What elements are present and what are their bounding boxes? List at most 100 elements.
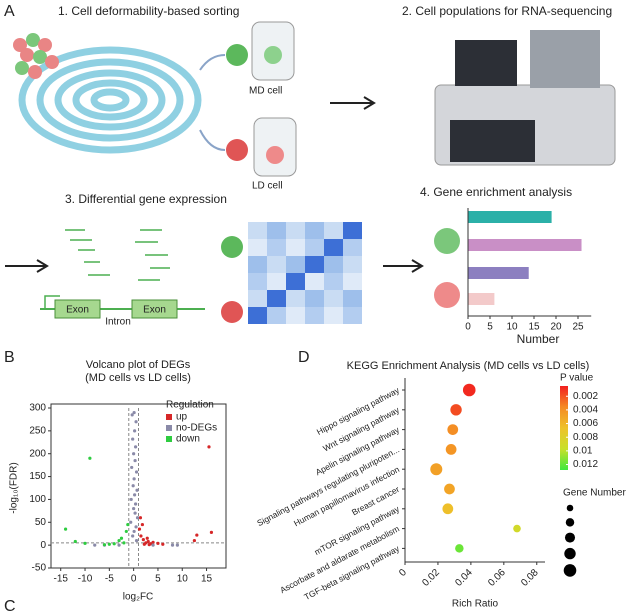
- heat-cell: [324, 273, 343, 290]
- x-tick-label: 25: [572, 322, 584, 333]
- point: [147, 543, 151, 547]
- point: [63, 527, 68, 531]
- md-cell-icon: [434, 228, 460, 254]
- point: [175, 543, 179, 547]
- color-tick-label: 0.01: [573, 446, 593, 457]
- point: [133, 429, 137, 433]
- point: [140, 522, 144, 527]
- heat-cell: [267, 256, 286, 273]
- x-tick-label: 0: [465, 322, 471, 333]
- point: [133, 502, 138, 506]
- point: [195, 533, 199, 537]
- y-tick-label: 50: [35, 517, 47, 528]
- point: [93, 543, 97, 547]
- exon-label: Exon: [143, 305, 166, 316]
- x-tick-label: 5: [487, 322, 493, 333]
- point: [126, 522, 130, 527]
- size-legend: [565, 518, 575, 527]
- intron-label: Intron: [105, 317, 131, 328]
- point: [73, 539, 77, 544]
- size-legend: [563, 564, 577, 577]
- point: [112, 542, 116, 546]
- bubble: [444, 483, 455, 495]
- point: [132, 477, 136, 481]
- point: [132, 506, 136, 511]
- point: [133, 493, 137, 497]
- legend-swatch: [166, 414, 172, 420]
- color-bar: [560, 386, 568, 470]
- heat-cell: [286, 256, 305, 273]
- tube-cell: [266, 146, 284, 164]
- point: [135, 488, 139, 492]
- point: [145, 536, 149, 540]
- ld-cell-icon: [226, 139, 248, 161]
- arrow: [383, 259, 424, 273]
- ld-cell-icon: [221, 301, 243, 323]
- point: [192, 538, 197, 543]
- md-cell-icon: [226, 44, 248, 66]
- x-axis-label: Number: [517, 332, 560, 346]
- bubble: [445, 444, 457, 455]
- md-cell-icon: [221, 236, 243, 258]
- point: [132, 410, 136, 415]
- heat-cell: [267, 290, 286, 307]
- point: [151, 540, 155, 545]
- size-legend: [564, 532, 576, 543]
- heat-cell: [286, 290, 305, 307]
- heat-cell: [324, 307, 343, 324]
- bubble: [447, 424, 459, 435]
- x-axis-label: Rich Ratio: [452, 599, 499, 610]
- color-tick-label: 0.008: [573, 432, 598, 443]
- point: [131, 534, 135, 538]
- point: [129, 520, 133, 524]
- cell-label: MD cell: [249, 86, 282, 97]
- bar: [468, 293, 495, 305]
- point: [83, 541, 87, 545]
- reads: [65, 229, 170, 281]
- point: [134, 538, 139, 543]
- point: [156, 541, 160, 545]
- point: [170, 543, 175, 547]
- point: [134, 525, 138, 529]
- point: [124, 529, 128, 534]
- size-legend: [566, 504, 574, 512]
- sequencer: [434, 30, 616, 166]
- x-tick-label: -5: [105, 574, 114, 585]
- x-tick-label: 10: [506, 322, 518, 333]
- point: [131, 437, 135, 441]
- legend-title: Regulation: [166, 400, 214, 411]
- y-tick-label: 150: [29, 471, 46, 482]
- cell-label: LD cell: [252, 181, 283, 192]
- x-tick-label: 0.06: [486, 567, 508, 589]
- exon-label: Exon: [66, 305, 89, 316]
- point: [141, 538, 145, 542]
- arrow: [330, 96, 376, 110]
- y-tick-label: 100: [29, 494, 46, 505]
- size-legend: [564, 547, 576, 560]
- step-title: 3. Differential gene expression: [65, 192, 227, 206]
- point: [134, 470, 139, 474]
- y-tick-label: -50: [32, 563, 47, 574]
- heat-cell: [324, 290, 343, 307]
- heat-cell: [343, 239, 362, 256]
- panel-label: C: [4, 598, 16, 615]
- color-tick-label: 0.012: [573, 459, 598, 470]
- y-axis-label: -log₁₀(FDR): [9, 462, 20, 513]
- heat-cell: [248, 256, 267, 273]
- step-title: 1. Cell deformability-based sorting: [58, 4, 239, 18]
- bubble: [430, 463, 443, 476]
- legend-title: Gene Number: [563, 488, 626, 499]
- chart-title: (MD cells vs LD cells): [85, 372, 191, 384]
- heat-cell: [286, 307, 305, 324]
- exon-box: [54, 299, 101, 319]
- legend-title: P value: [560, 373, 594, 384]
- heat-cell: [305, 290, 324, 307]
- heat-cell: [343, 256, 362, 273]
- x-tick-label: 15: [528, 322, 540, 333]
- heat-cell: [286, 239, 305, 256]
- point: [119, 536, 124, 540]
- x-axis-label: log₂FC: [123, 592, 154, 603]
- x-tick-label: 0.04: [453, 567, 475, 589]
- point: [161, 542, 165, 546]
